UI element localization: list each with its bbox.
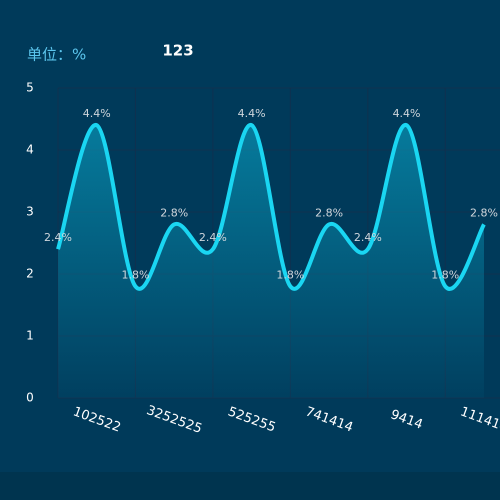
value-label: 2.8%	[160, 206, 188, 219]
y-tick-label: 2	[26, 267, 34, 281]
line	[56, 123, 486, 291]
value-label: 4.4%	[83, 107, 111, 120]
y-tick-label: 1	[26, 329, 34, 343]
value-label: 1.8%	[431, 268, 459, 281]
y-tick-label: 4	[26, 143, 34, 157]
value-label: 2.4%	[199, 231, 227, 244]
chart-title: 123	[162, 42, 193, 60]
value-label: 2.8%	[315, 206, 343, 219]
value-label: 2.4%	[44, 231, 72, 244]
value-label: 1.8%	[121, 268, 149, 281]
value-label: 4.4%	[393, 107, 421, 120]
value-label: 4.4%	[238, 107, 266, 120]
y-tick-label: 3	[26, 205, 34, 219]
value-label: 1.8%	[276, 268, 304, 281]
footer-band	[0, 472, 500, 500]
value-label: 2.8%	[470, 206, 498, 219]
y-tick-label: 5	[26, 81, 34, 95]
y-tick-label: 0	[26, 391, 34, 405]
area	[58, 124, 484, 399]
unit-label: 单位：%	[27, 46, 86, 64]
value-label: 2.4%	[354, 231, 382, 244]
